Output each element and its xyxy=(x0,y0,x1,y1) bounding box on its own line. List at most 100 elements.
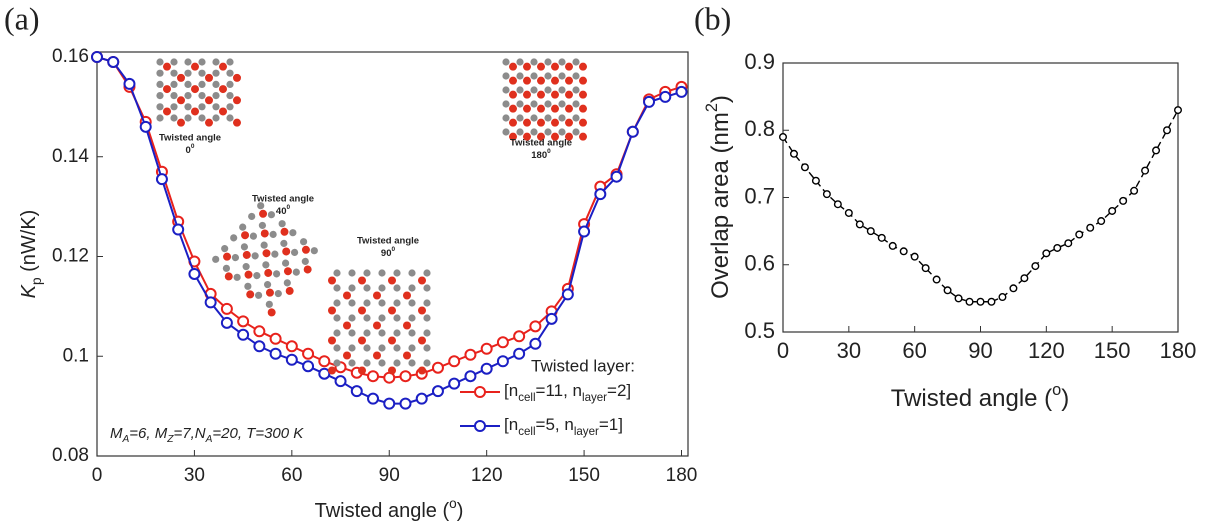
data-point xyxy=(155,173,168,186)
lattice-inset xyxy=(212,202,318,317)
atom xyxy=(205,118,213,127)
atom xyxy=(403,291,411,300)
data-point xyxy=(1152,146,1161,155)
atom xyxy=(244,282,252,290)
atom xyxy=(333,344,341,352)
series-line xyxy=(96,56,682,379)
atom xyxy=(579,62,587,71)
data-point xyxy=(496,355,509,368)
y-tick-label: 0.14 xyxy=(52,146,89,167)
atom xyxy=(333,299,341,307)
data-point xyxy=(302,360,315,373)
atom xyxy=(423,314,431,322)
atom xyxy=(537,62,545,71)
legend-label-part: layer xyxy=(582,392,607,404)
atom xyxy=(388,336,396,345)
atom xyxy=(223,252,232,261)
atom xyxy=(579,104,587,113)
atom xyxy=(262,261,270,269)
data-point xyxy=(1064,239,1073,248)
atom xyxy=(184,103,192,111)
panel-label: (b) xyxy=(694,0,731,36)
atom xyxy=(509,104,517,113)
atom xyxy=(408,329,416,337)
legend-title: Twisted layer: xyxy=(531,356,635,375)
plot-frame xyxy=(782,62,1179,333)
atom xyxy=(388,306,396,315)
x-tick-label: 90 xyxy=(968,338,992,363)
x-tick-label: 150 xyxy=(568,465,600,486)
legend-marker xyxy=(474,420,486,432)
inset-angle-part: 40 xyxy=(276,206,287,217)
atom xyxy=(170,69,178,77)
data-point xyxy=(529,320,542,333)
data-point xyxy=(545,312,558,325)
atom xyxy=(348,314,356,322)
atom xyxy=(221,244,229,253)
data-point xyxy=(367,392,380,405)
atom xyxy=(388,276,396,285)
atom xyxy=(572,128,580,136)
x-tick-label: 60 xyxy=(902,338,926,363)
atom xyxy=(348,359,356,367)
data-point xyxy=(998,293,1007,302)
atom xyxy=(358,366,366,375)
atom xyxy=(191,62,199,71)
atom xyxy=(265,300,273,308)
atom xyxy=(378,314,386,322)
atom xyxy=(551,76,559,85)
atom xyxy=(328,366,336,375)
y-axis-label-part: ) xyxy=(707,95,734,103)
data-point xyxy=(888,241,897,250)
data-point xyxy=(431,361,444,374)
atom xyxy=(249,232,258,240)
atom xyxy=(184,80,192,88)
atom xyxy=(242,262,250,271)
atom xyxy=(378,299,386,307)
atom xyxy=(363,299,371,307)
inset-label: Twisted angle xyxy=(357,236,419,247)
atom xyxy=(233,73,241,82)
atom xyxy=(509,76,517,85)
data-point xyxy=(1053,243,1062,252)
atom xyxy=(523,132,531,141)
data-point xyxy=(822,190,831,199)
lattice-inset xyxy=(502,58,587,141)
atom xyxy=(358,336,366,345)
data-point xyxy=(496,336,509,349)
atom xyxy=(378,359,386,367)
lattice-inset xyxy=(328,269,431,375)
data-point xyxy=(659,90,672,103)
atom xyxy=(301,245,310,254)
data-point xyxy=(610,170,623,183)
atom xyxy=(537,90,545,99)
atom xyxy=(408,314,416,322)
y-axis-label-part: 2 xyxy=(703,103,721,112)
atom xyxy=(163,85,171,94)
atom xyxy=(226,114,234,122)
x-tick-label: 150 xyxy=(1094,338,1131,363)
atom xyxy=(226,58,234,66)
atom xyxy=(565,118,573,127)
data-point xyxy=(965,297,974,306)
atom xyxy=(393,314,401,322)
data-point xyxy=(1108,206,1117,215)
atom xyxy=(310,247,318,255)
atom xyxy=(264,268,273,277)
inset-angle: 00 xyxy=(186,143,195,155)
data-point xyxy=(204,296,217,309)
atom xyxy=(516,128,524,136)
data-point xyxy=(578,225,591,238)
inset-angle-part: 0 xyxy=(286,204,290,211)
atom xyxy=(170,103,178,111)
atom xyxy=(565,76,573,85)
atom xyxy=(530,128,538,136)
x-axis-label: Twisted angle (o) xyxy=(891,381,1070,412)
atom xyxy=(579,76,587,85)
atom xyxy=(544,128,552,136)
annotation-part: =7,N xyxy=(173,425,205,442)
data-point xyxy=(318,355,331,368)
series-line xyxy=(96,56,682,405)
atom xyxy=(544,114,552,122)
